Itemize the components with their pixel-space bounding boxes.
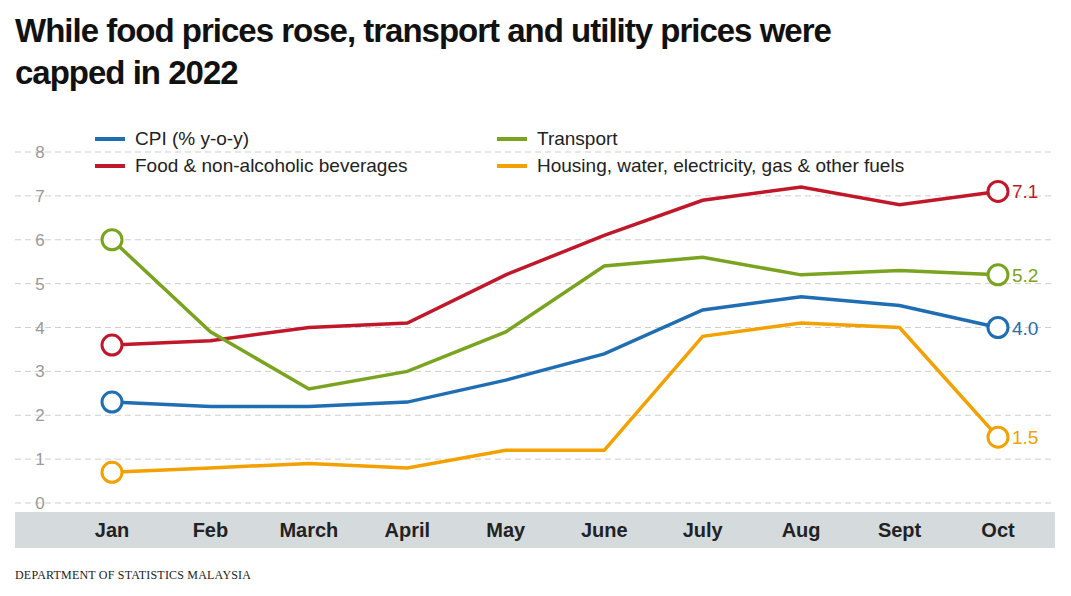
svg-text:Aug: Aug <box>782 519 821 541</box>
html-text:While food prices rose, transp: While food prices rose, transport and ut… <box>15 12 831 91</box>
svg-text:0: 0 <box>35 494 44 513</box>
svg-text:May: May <box>486 519 526 541</box>
svg-text:Jan: Jan <box>95 519 129 541</box>
html-text:CPI (% y-o-y): CPI (% y-o-y) <box>135 128 249 149</box>
svg-text:7: 7 <box>35 187 44 206</box>
svg-text:7.1: 7.1 <box>1012 181 1038 202</box>
svg-text:2: 2 <box>35 406 44 425</box>
svg-text:3: 3 <box>35 362 44 381</box>
svg-text:1: 1 <box>35 450 44 469</box>
svg-text:6: 6 <box>35 231 44 250</box>
svg-text:4: 4 <box>35 319 44 338</box>
svg-text:Feb: Feb <box>193 519 229 541</box>
svg-text:April: April <box>385 519 431 541</box>
html-text:Housing, water, electricity, g: Housing, water, electricity, gas & other… <box>537 155 905 176</box>
svg-text:Sept: Sept <box>878 519 922 541</box>
svg-text:1.5: 1.5 <box>1012 427 1038 448</box>
html-text:DEPARTMENT OF STATISTICS MALAY: DEPARTMENT OF STATISTICS MALAYSIA <box>15 568 252 582</box>
svg-text:5: 5 <box>35 275 44 294</box>
svg-text:8: 8 <box>35 143 44 162</box>
html-text:Food & non-alcoholic beverages: Food & non-alcoholic beverages <box>135 155 408 176</box>
svg-text:March: March <box>279 519 338 541</box>
svg-text:4.0: 4.0 <box>1012 318 1038 339</box>
html-text:Transport: Transport <box>537 128 618 149</box>
svg-text:Oct: Oct <box>981 519 1015 541</box>
svg-text:5.2: 5.2 <box>1012 265 1038 286</box>
svg-text:June: June <box>581 519 628 541</box>
svg-text:July: July <box>683 519 724 541</box>
